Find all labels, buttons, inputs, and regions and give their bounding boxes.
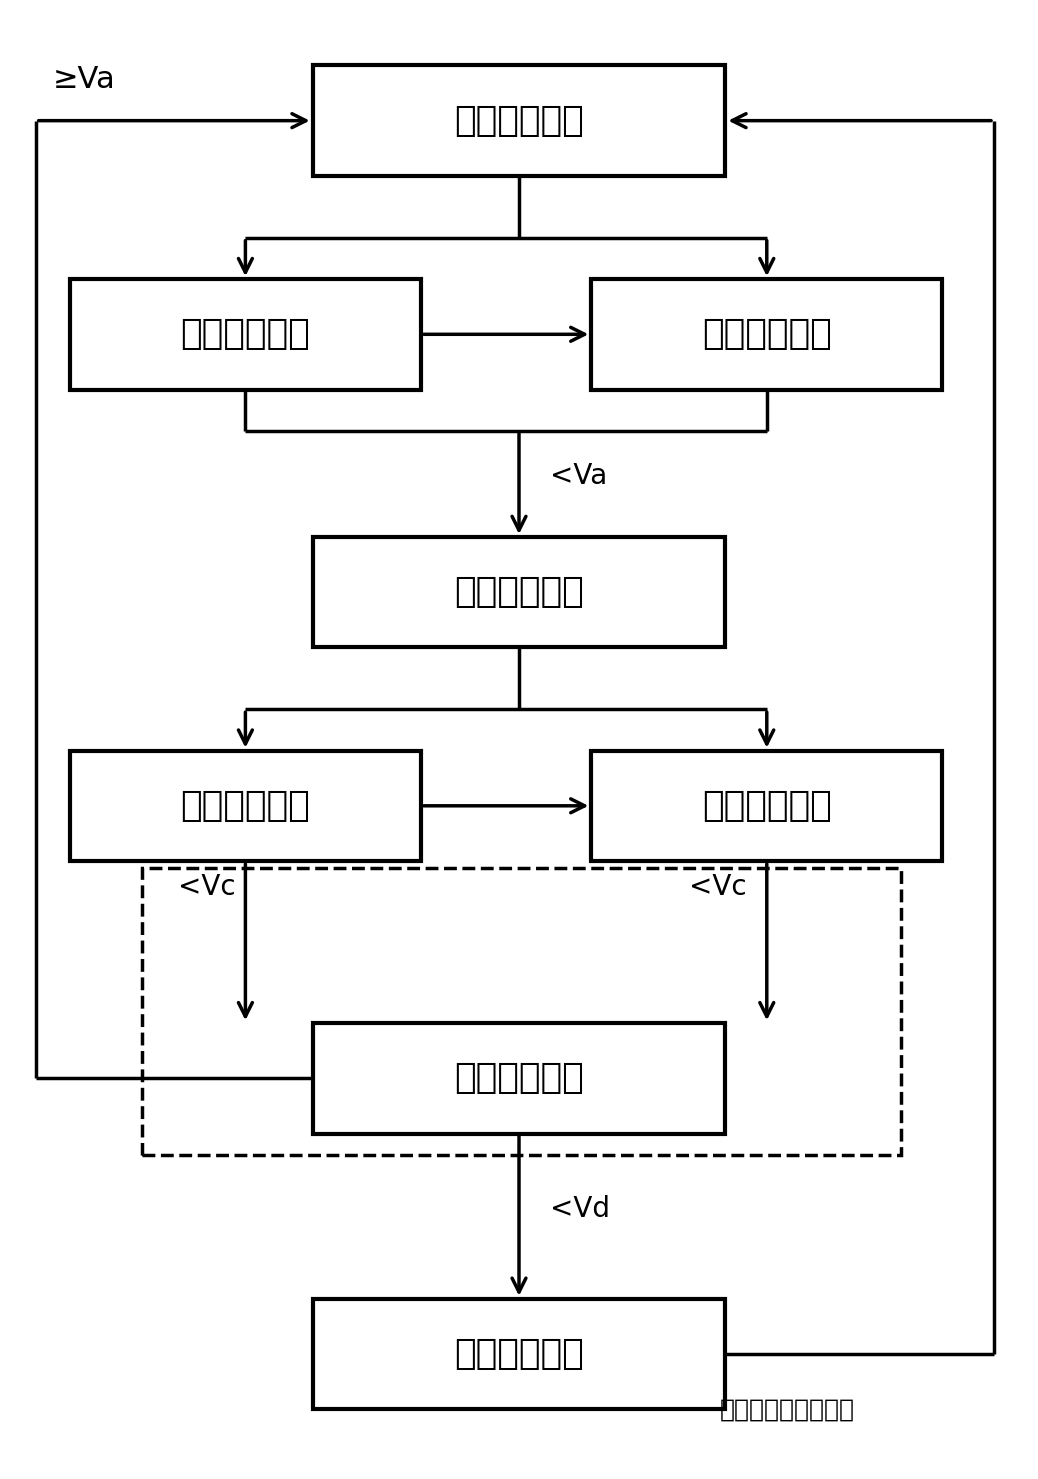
Text: 直供电源供电: 直供电源供电	[455, 104, 583, 138]
Text: 常亮发光模式: 常亮发光模式	[181, 318, 310, 352]
Bar	[312, 1023, 726, 1133]
Text: 常亮发光模式: 常亮发光模式	[181, 788, 310, 822]
Bar	[70, 280, 421, 389]
Bar	[592, 280, 943, 389]
Bar	[142, 868, 901, 1155]
Text: <Vd: <Vd	[550, 1195, 610, 1223]
Text: 无电发光模式: 无电发光模式	[455, 1337, 583, 1371]
Bar	[592, 750, 943, 861]
Text: <Vc: <Vc	[689, 873, 747, 901]
Text: ≥Va: ≥Va	[52, 65, 115, 93]
Bar	[312, 65, 726, 176]
Text: 节能发光模式: 节能发光模式	[702, 788, 831, 822]
Text: 应急发光模式: 应急发光模式	[455, 1062, 583, 1096]
Text: 节能发光模式: 节能发光模式	[702, 318, 831, 352]
Bar	[70, 750, 421, 861]
Bar	[312, 537, 726, 648]
Text: 直供电源１恢复供电: 直供电源１恢复供电	[720, 1398, 855, 1421]
Text: <Va: <Va	[550, 463, 607, 491]
Text: <Vc: <Vc	[179, 873, 236, 901]
Bar	[312, 1299, 726, 1409]
Text: 储能电源供电: 储能电源供电	[455, 575, 583, 609]
